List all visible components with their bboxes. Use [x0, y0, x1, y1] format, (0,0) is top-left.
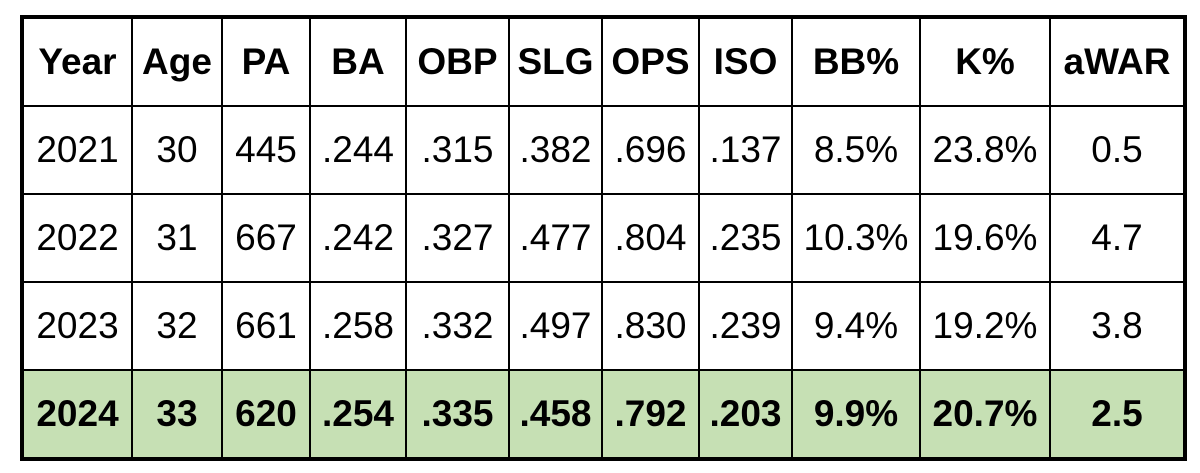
- header-cell: aWAR: [1049, 16, 1186, 107]
- stats-table: Year Age PA BA OBP SLG OPS ISO BB% K% aWAR 2021 30 4…: [20, 15, 1187, 461]
- table-cell: 20.7%: [919, 369, 1051, 460]
- table-cell: 10.3%: [791, 193, 921, 283]
- header-cell: Year: [21, 16, 133, 107]
- table-cell: 31: [131, 193, 223, 283]
- table-row: 2022 31 667.242.327.477.804.235 10.3% 19.6% 4…: [21, 193, 1186, 283]
- table-row: 2021 30 445.244.315.382.696.137 8.5% 23.8% 0.…: [21, 105, 1186, 195]
- table-cell: .332: [405, 281, 510, 371]
- table-cell: 4.7: [1049, 193, 1186, 283]
- table-cell: .458: [508, 369, 603, 460]
- table-cell: 3.8: [1049, 281, 1186, 371]
- table-cell: 32: [131, 281, 223, 371]
- table-cell: .203: [698, 369, 793, 460]
- table-row: 2024 33 620.254.335.458.792.203 9.9% 20.7% 2.…: [21, 369, 1186, 460]
- table-cell: .258: [309, 281, 407, 371]
- table-cell: 30: [131, 105, 223, 195]
- table-cell: .254: [309, 369, 407, 460]
- table-cell: 661: [221, 281, 311, 371]
- table-cell: 0.5: [1049, 105, 1186, 195]
- table-body: 2021 30 445.244.315.382.696.137 8.5% 23.8% 0.…: [21, 105, 1186, 460]
- table-cell: .242: [309, 193, 407, 283]
- table-cell: .497: [508, 281, 603, 371]
- table-cell: 8.5%: [791, 105, 921, 195]
- header-row: Year Age PA BA OBP SLG OPS ISO BB% K% aWAR: [21, 16, 1186, 107]
- table-cell: 445: [221, 105, 311, 195]
- table-cell: 667: [221, 193, 311, 283]
- table-cell: .696: [601, 105, 700, 195]
- table-cell: 620: [221, 369, 311, 460]
- header-cell: SLG: [508, 16, 603, 107]
- table-cell: 19.2%: [919, 281, 1051, 371]
- table-cell: 2021: [21, 105, 133, 195]
- header-cell: OBP: [405, 16, 510, 107]
- table-cell: 23.8%: [919, 105, 1051, 195]
- header-cell: K%: [919, 16, 1051, 107]
- table-cell: .137: [698, 105, 793, 195]
- table-cell: 19.6%: [919, 193, 1051, 283]
- table-cell: .830: [601, 281, 700, 371]
- header-cell: ISO: [698, 16, 793, 107]
- header-cell: Age: [131, 16, 223, 107]
- header-cell: PA: [221, 16, 311, 107]
- table-cell: 9.4%: [791, 281, 921, 371]
- table-cell: .244: [309, 105, 407, 195]
- table-cell: 2024: [21, 369, 133, 460]
- table-cell: .239: [698, 281, 793, 371]
- header-cell: OPS: [601, 16, 700, 107]
- table-cell: .335: [405, 369, 510, 460]
- table-cell: .804: [601, 193, 700, 283]
- table-cell: .382: [508, 105, 603, 195]
- table-cell: 2022: [21, 193, 133, 283]
- table-cell: 9.9%: [791, 369, 921, 460]
- table-cell: 2.5: [1049, 369, 1186, 460]
- header-cell: BA: [309, 16, 407, 107]
- table-cell: .792: [601, 369, 700, 460]
- table-cell: .477: [508, 193, 603, 283]
- table-cell: .235: [698, 193, 793, 283]
- header-cell: BB%: [791, 16, 921, 107]
- table-cell: 33: [131, 369, 223, 460]
- table-cell: .315: [405, 105, 510, 195]
- table-cell: 2023: [21, 281, 133, 371]
- table-cell: .327: [405, 193, 510, 283]
- table-row: 2023 32 661.258.332.497.830.239 9.4% 19.2% 3.…: [21, 281, 1186, 371]
